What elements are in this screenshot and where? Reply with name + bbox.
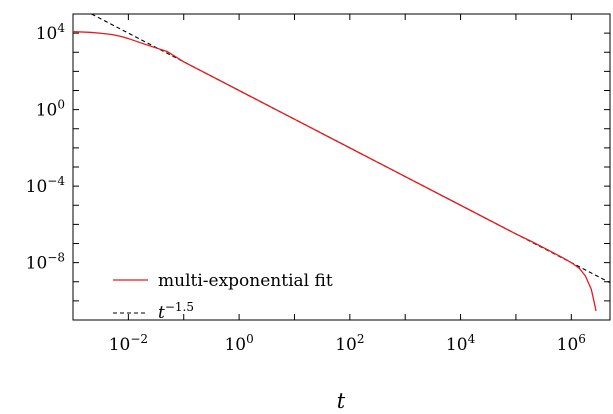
plot-frame (72, 13, 611, 321)
series-fit-line (73, 30, 597, 312)
y-tick-label-1: 100 (36, 98, 65, 121)
tick-labels: 10−2 100 102 104 106 104 100 10−4 10−8 (26, 21, 586, 355)
x-tick-label-3: 104 (446, 332, 476, 355)
legend: multi-exponential fit t−1.5 (113, 271, 333, 323)
legend-label-power-law: t−1.5 (158, 300, 194, 323)
ticks (72, 13, 610, 321)
y-tick-label-3: 10−8 (26, 251, 65, 274)
x-tick-label-4: 106 (557, 332, 586, 355)
x-tick-label-0: 10−2 (109, 332, 148, 355)
y-tick-label-2: 10−4 (26, 174, 66, 197)
x-axis-label: t (337, 389, 346, 413)
x-tick-label-1: 100 (224, 332, 253, 355)
x-tick-label-2: 102 (335, 332, 364, 355)
series-layer (73, 14, 610, 312)
y-tick-label-0: 104 (36, 21, 66, 44)
legend-label-fit: multi-exponential fit (158, 271, 333, 291)
